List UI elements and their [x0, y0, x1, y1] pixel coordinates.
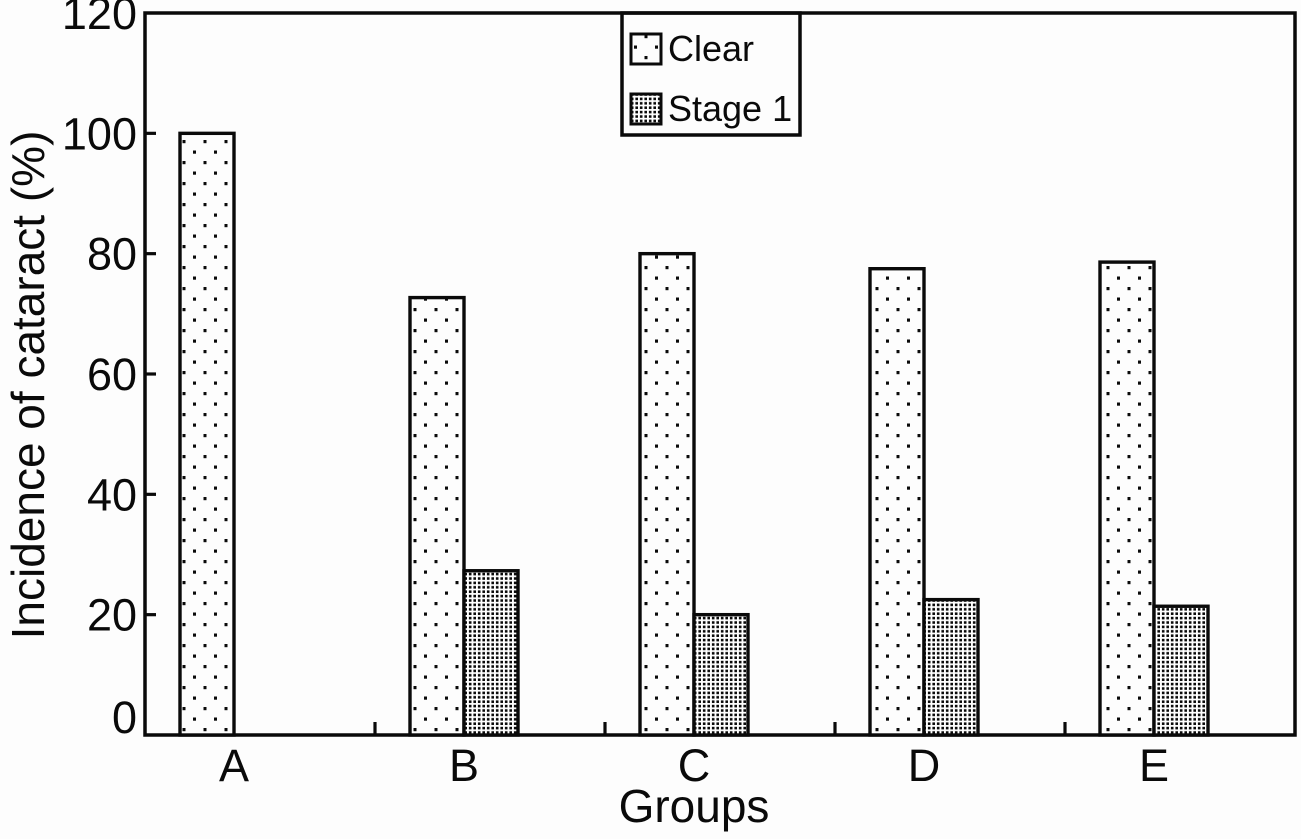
- y-axis-ticks-group: [145, 131, 156, 617]
- bar-B-stage1: [462, 569, 520, 737]
- x-category-label-C: C: [678, 740, 711, 791]
- y-tick-label-120: 120: [62, 0, 137, 39]
- x-category-label-D: D: [908, 740, 941, 791]
- legend-label-stage1: Stage 1: [668, 88, 792, 129]
- y-tick-label-0: 0: [112, 692, 137, 743]
- y-axis-labels-group: 0 20 40 60 80 100 120: [62, 0, 137, 743]
- x-axis-ticks-group: [373, 722, 1067, 735]
- bar-B-clear: [408, 295, 466, 737]
- bar-D-clear: [868, 267, 926, 737]
- bar-E-stage1: [1152, 604, 1210, 737]
- y-axis-title: Incidence of cataract (%): [2, 131, 54, 640]
- bar-C-stage1: [692, 612, 750, 737]
- x-axis-title: Groups: [619, 780, 770, 832]
- x-category-label-B: B: [449, 740, 479, 791]
- bar-D-stage1: [922, 597, 980, 737]
- y-tick-label-80: 80: [87, 229, 137, 280]
- y-tick-label-20: 20: [87, 590, 137, 641]
- legend-label-clear: Clear: [668, 28, 754, 69]
- legend-swatch-clear-icon: [629, 32, 663, 66]
- bar-E-clear: [1098, 260, 1156, 737]
- x-axis-labels-group: A B C D E: [219, 740, 1169, 791]
- y-tick-label-60: 60: [87, 349, 137, 400]
- legend-swatch-stage1-icon: [629, 92, 663, 126]
- bar-A-clear: [178, 131, 236, 737]
- y-tick-label-40: 40: [87, 469, 137, 520]
- bar-C-clear: [638, 251, 696, 737]
- legend-box: [620, 11, 802, 137]
- x-category-label-A: A: [219, 740, 249, 791]
- bars-group: [178, 131, 1210, 737]
- y-tick-label-100: 100: [62, 108, 137, 159]
- legend: Clear Stage 1: [620, 11, 802, 137]
- x-category-label-E: E: [1139, 740, 1169, 791]
